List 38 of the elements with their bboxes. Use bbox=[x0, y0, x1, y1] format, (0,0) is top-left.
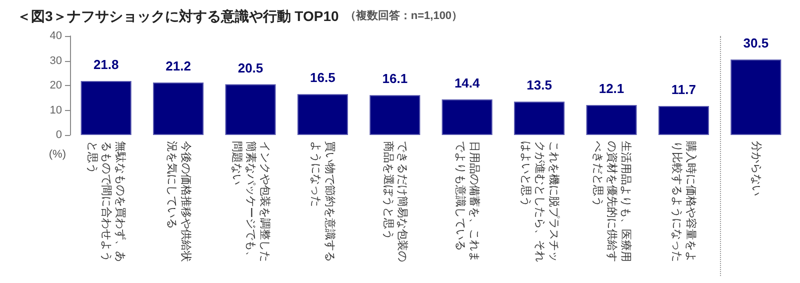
x-tick-label: 買い物で節約を意識するようになった bbox=[310, 141, 337, 262]
data-label: 20.5 bbox=[238, 60, 264, 76]
data-label: 16.1 bbox=[382, 71, 408, 86]
data-label: 30.5 bbox=[743, 36, 769, 51]
x-tick-label: インクや包装を調整した簡素なパッケージでも、問題ない bbox=[230, 141, 272, 262]
data-label: 11.7 bbox=[671, 82, 696, 98]
bar bbox=[225, 84, 276, 135]
x-tick-label: 今後の価格推移や供給状況を気にしている bbox=[165, 141, 192, 262]
chart-title: ＜図3＞ナフサショックに対する意識や行動 TOP10 bbox=[17, 8, 339, 24]
data-label: 13.5 bbox=[526, 78, 552, 93]
y-tick-label: 0 bbox=[56, 129, 62, 141]
bar bbox=[153, 82, 204, 135]
x-tick-label: 分からない bbox=[750, 141, 762, 196]
bar bbox=[370, 95, 420, 135]
y-tick-label: 20 bbox=[50, 80, 62, 92]
y-tick-label: 30 bbox=[50, 54, 62, 67]
chart-subtitle: （複数回答：n=1,100） bbox=[338, 9, 463, 22]
y-tick-label: 10 bbox=[50, 104, 62, 116]
data-label: 16.5 bbox=[310, 70, 336, 86]
data-label: 21.8 bbox=[93, 57, 119, 72]
bar bbox=[297, 94, 348, 135]
y-tick-label: 40 bbox=[50, 30, 62, 42]
bar bbox=[514, 102, 565, 135]
x-tick-label: 生活用品よりも、医療用の資材を優先的に供給すべきだと思う bbox=[592, 141, 632, 262]
x-tick-label: 日用品の備蓄を、これまでよりも意識している bbox=[454, 141, 482, 262]
bar bbox=[658, 106, 709, 135]
x-tick-label: 購入時に価格や容量をより比較するようになった bbox=[670, 141, 698, 262]
x-tick-label: できるだけ簡易な包装の商品を選ぼうと思う bbox=[382, 141, 409, 262]
data-label: 12.1 bbox=[598, 81, 624, 96]
x-tick-label: 無駄なものを買わず、あるもので間に合わせようと思う bbox=[86, 141, 128, 262]
bar bbox=[442, 99, 492, 135]
y-axis-title: (%) bbox=[48, 148, 66, 160]
bar bbox=[730, 60, 782, 135]
data-label: 14.4 bbox=[454, 75, 481, 90]
x-tick-label: これを機に脱プラスチックが進むとしたら、それはよいと思う bbox=[519, 141, 560, 262]
bar bbox=[80, 81, 132, 135]
data-label: 21.2 bbox=[166, 58, 191, 74]
bar bbox=[586, 105, 637, 135]
